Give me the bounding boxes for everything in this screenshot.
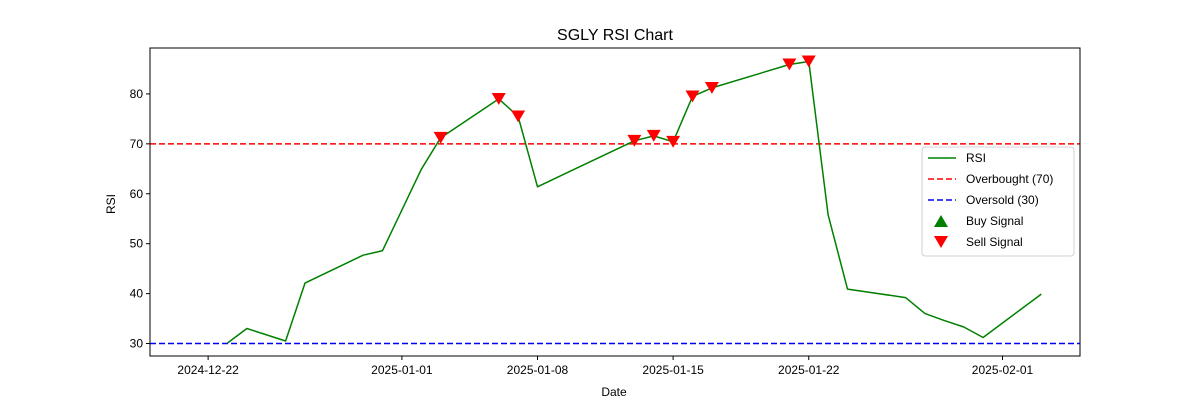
legend-rsi-label: RSI	[966, 151, 986, 165]
sell-signal-marker	[646, 129, 661, 142]
sell-signal-marker	[511, 110, 526, 123]
sell-signal-marker	[782, 58, 797, 71]
sell-signal-marker	[801, 55, 816, 68]
chart-title: SGLY RSI Chart	[557, 27, 673, 44]
x-tick-label: 2025-01-01	[371, 363, 433, 377]
x-tick-label: 2025-01-22	[778, 363, 840, 377]
legend-box	[921, 146, 1075, 257]
y-tick-label: 40	[130, 287, 144, 301]
legend-oversold-label: Oversold (30)	[966, 193, 1039, 207]
plot-frame	[149, 47, 1081, 357]
x-tick-label: 2025-02-01	[972, 363, 1034, 377]
x-tick-label: 2025-01-15	[642, 363, 704, 377]
sell-signal-marker	[704, 81, 719, 94]
legend-sell-signal-marker	[934, 236, 948, 248]
x-tick-label: 2025-01-08	[507, 363, 569, 377]
x-axis-label: Date	[601, 385, 627, 399]
y-tick-label: 50	[130, 237, 144, 251]
y-tick-label: 60	[130, 187, 144, 201]
sell-signal-marker	[685, 90, 700, 103]
sell-signal-marker	[666, 135, 681, 148]
rsi-line	[227, 60, 1042, 344]
sell-signal-marker	[491, 92, 506, 105]
x-tick-label: 2024-12-22	[177, 363, 239, 377]
y-tick-label: 30	[130, 337, 144, 351]
y-axis-label: RSI	[104, 194, 118, 214]
legend-sell-signal-label: Sell Signal	[966, 235, 1023, 249]
legend-buy-signal-marker	[934, 215, 948, 227]
legend-overbought-label: Overbought (70)	[966, 172, 1053, 186]
sell-signal-marker	[433, 131, 448, 144]
y-tick-label: 70	[130, 137, 144, 151]
legend-buy-signal-label: Buy Signal	[966, 214, 1023, 228]
legend: RSI Overbought (70) Oversold (30) Buy Signa…	[921, 146, 1075, 257]
sell-signal-marker	[627, 134, 642, 147]
y-tick-label: 80	[130, 87, 144, 101]
